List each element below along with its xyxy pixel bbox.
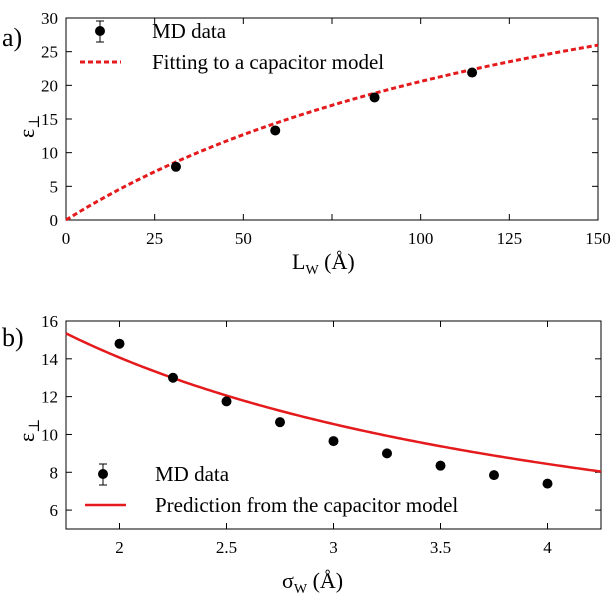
y-tick-label: 6: [50, 501, 59, 520]
panel-a-legend-md-label: MD data: [152, 19, 227, 43]
panel-b-x-tick-labels: 2 2.5 3 3.5 4: [115, 538, 552, 557]
y-tick-label: 0: [50, 211, 59, 230]
y-tick-label: 30: [41, 9, 58, 28]
panel-a-ylabel-main: ε: [14, 129, 39, 138]
x-tick-label: 25: [146, 229, 163, 248]
panel-b-ylabel-sub: ⊥: [27, 419, 43, 433]
panel-b-ylabel-main: ε: [14, 433, 39, 442]
y-tick-label: 15: [41, 110, 58, 129]
panel-b-y-axis-label: ε⊥: [14, 419, 43, 442]
panel-b-legend-md-marker: [98, 463, 108, 486]
x-tick-label: 100: [408, 229, 434, 248]
panel-a-y-tick-labels: 0 5 10 15 20 25 30: [41, 9, 58, 230]
panel-a-xlabel-main: L: [292, 249, 305, 274]
y-tick-label: 20: [41, 76, 58, 95]
x-tick-label: 150: [585, 229, 611, 248]
panel-b-xlabel-unit: (Å): [307, 568, 343, 593]
panel-b-legend-prediction-label: Prediction from the capacitor model: [155, 493, 458, 517]
data-point: [467, 67, 478, 78]
data-point: [170, 161, 181, 172]
x-tick-label: 3: [329, 538, 338, 557]
panel-b-xlabel-sub: W: [294, 582, 308, 597]
panel-a-plot-frame: [65, 17, 599, 221]
data-point: [382, 448, 392, 459]
panel-a-data-points: [170, 67, 478, 172]
data-point: [328, 436, 339, 447]
x-tick-label: 50: [235, 229, 252, 248]
panel-a-xlabel-sub: W: [305, 263, 319, 278]
panel-a: a) 0 25 50 100 125 150 0 5 10 15 20 25 30 MD data F…: [2, 9, 611, 278]
panel-a-x-tick-labels: 0 25 50 100 125 150: [62, 229, 611, 248]
panel-a-legend-fit-label: Fitting to a capacitor model: [152, 50, 384, 74]
panel-b-legend-md-label: MD data: [155, 462, 230, 486]
panel-b-x-axis-label: σW (Å): [282, 568, 343, 597]
panel-a-ticks: [65, 17, 599, 221]
panel-b-prediction-curve: [65, 332, 602, 473]
data-point: [221, 396, 232, 407]
x-tick-label: 125: [497, 229, 523, 248]
panel-b: b) 2 2.5 3 3.5 4 6 8 10 12 14 16 MD data Predicti…: [2, 312, 602, 597]
data-point: [270, 125, 281, 136]
panel-a-x-axis-label: LW (Å): [292, 249, 355, 278]
data-point: [435, 460, 446, 471]
panel-a-legend-md-marker: [95, 20, 105, 43]
data-point: [168, 372, 178, 383]
y-tick-label: 16: [41, 312, 58, 331]
y-tick-label: 10: [41, 425, 58, 444]
data-point: [369, 92, 380, 103]
x-tick-label: 2.5: [216, 538, 237, 557]
y-tick-label: 12: [41, 388, 58, 407]
x-tick-label: 2: [115, 538, 124, 557]
data-point: [542, 478, 553, 489]
y-tick-label: 25: [41, 43, 58, 62]
x-tick-label: 4: [543, 538, 552, 557]
panel-a-ylabel-sub: ⊥: [27, 115, 43, 129]
panel-a-xlabel-unit: (Å): [319, 249, 355, 274]
y-tick-label: 5: [50, 177, 59, 196]
y-tick-label: 14: [41, 350, 59, 369]
panel-b-legend: MD data Prediction from the capacitor mo…: [85, 462, 458, 517]
x-tick-label: 0: [62, 229, 71, 248]
data-point: [489, 470, 499, 481]
panel-a-y-axis-label: ε⊥: [14, 115, 43, 138]
panel-a-legend: MD data Fitting to a capacitor model: [80, 19, 384, 74]
panel-a-fit-curve: [65, 43, 599, 222]
panel-b-label: b): [2, 323, 24, 352]
panel-b-y-tick-labels: 6 8 10 12 14 16: [41, 312, 59, 520]
x-tick-label: 3.5: [430, 538, 451, 557]
data-point: [114, 338, 125, 349]
panel-b-data-points: [114, 338, 553, 489]
y-tick-label: 10: [41, 144, 58, 163]
panel-a-label: a): [2, 23, 22, 52]
y-tick-label: 8: [50, 463, 59, 482]
data-point: [275, 417, 285, 428]
panel-b-xlabel-main: σ: [282, 568, 294, 593]
